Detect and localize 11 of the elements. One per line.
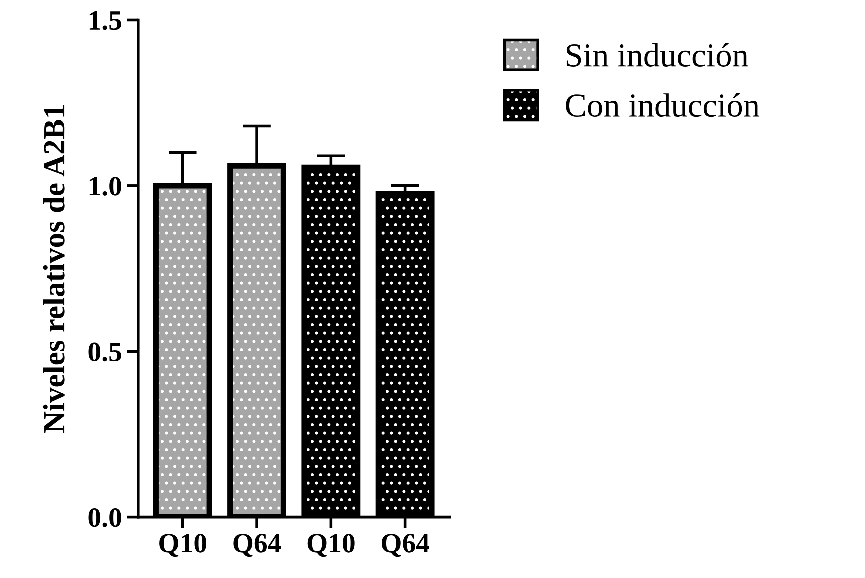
legend-label: Con inducción — [566, 94, 760, 118]
legend-label: Sin inducción — [566, 43, 748, 67]
x-tick-label: Q64 — [234, 534, 282, 558]
y-tick-label: 0.0 — [88, 508, 122, 528]
x-tick-label: Q10 — [160, 534, 207, 558]
x-tick-label: Q10 — [308, 534, 355, 558]
y-tick-label: 1.5 — [90, 12, 122, 30]
y-tick-label: 1.0 — [90, 177, 122, 196]
x-tick-label: Q64 — [382, 534, 430, 558]
y-axis-title: Niveles relativos de A2B1 — [43, 106, 65, 433]
y-tick-label: 0.5 — [88, 342, 122, 362]
